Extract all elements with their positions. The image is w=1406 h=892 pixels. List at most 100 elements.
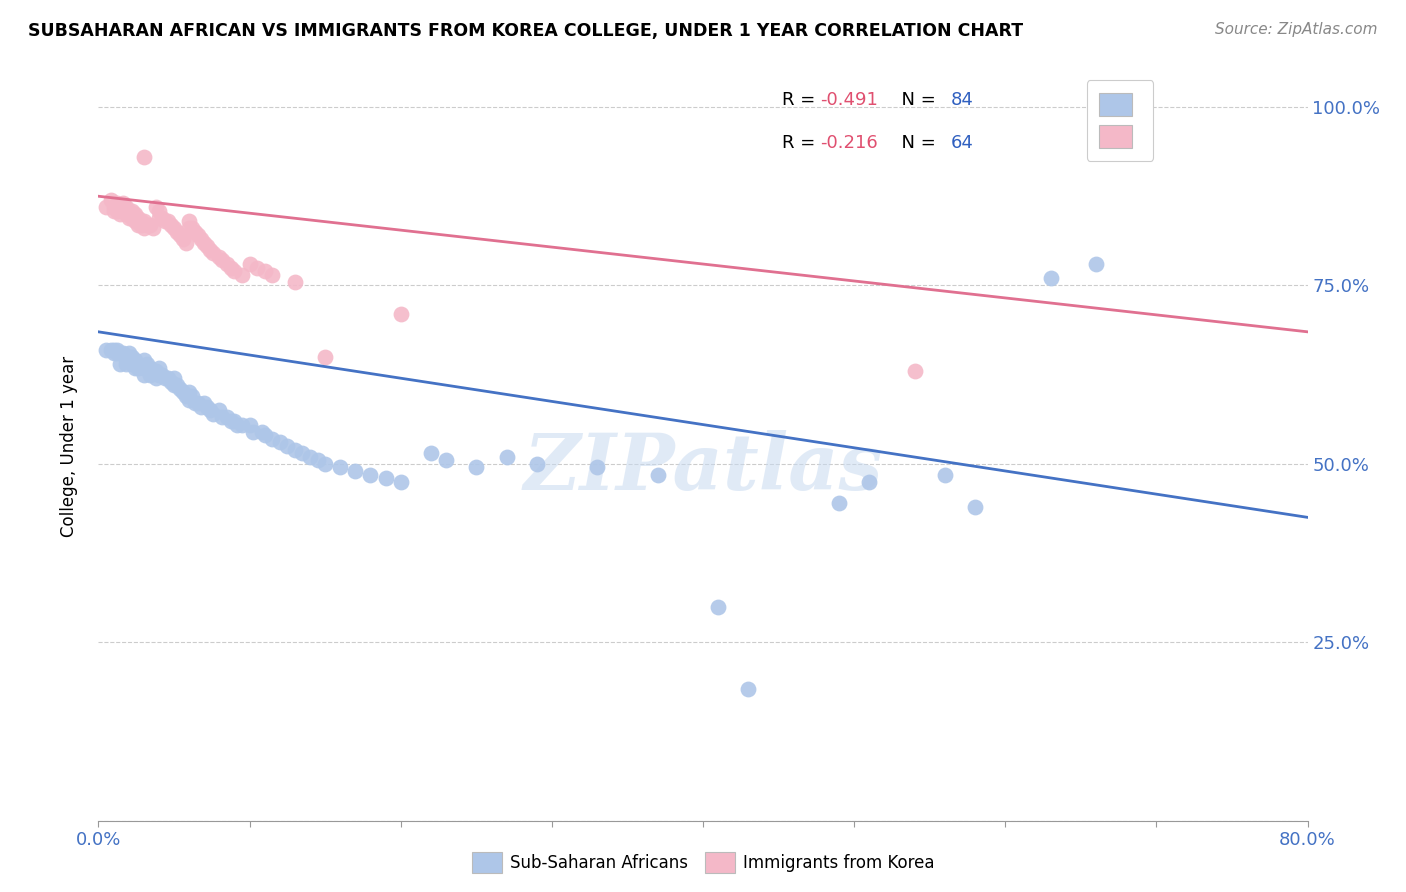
Point xyxy=(1085,257,1108,271)
Point xyxy=(132,360,155,375)
Point xyxy=(129,214,152,228)
Point xyxy=(121,350,143,364)
Point xyxy=(153,371,176,385)
Point xyxy=(139,360,162,375)
Point xyxy=(179,214,201,228)
Point xyxy=(184,225,207,239)
Point xyxy=(211,410,233,425)
Point xyxy=(94,200,117,214)
Point xyxy=(195,400,218,414)
Point xyxy=(314,350,336,364)
Point xyxy=(858,475,880,489)
Point xyxy=(166,378,188,392)
Point xyxy=(142,364,165,378)
Point xyxy=(108,200,131,214)
Point xyxy=(465,460,488,475)
Text: R =: R = xyxy=(782,91,821,109)
Point xyxy=(100,343,122,357)
Point xyxy=(374,471,396,485)
Point xyxy=(124,207,146,221)
Point xyxy=(163,371,186,385)
Y-axis label: College, Under 1 year: College, Under 1 year xyxy=(59,355,77,537)
Point xyxy=(314,457,336,471)
Point xyxy=(114,350,136,364)
Point xyxy=(132,150,155,164)
Point xyxy=(965,500,987,514)
Text: SUBSAHARAN AFRICAN VS IMMIGRANTS FROM KOREA COLLEGE, UNDER 1 YEAR CORRELATION CH: SUBSAHARAN AFRICAN VS IMMIGRANTS FROM KO… xyxy=(28,22,1024,40)
Point xyxy=(174,389,197,403)
Point xyxy=(103,200,125,214)
Point xyxy=(276,439,298,453)
Point xyxy=(145,200,167,214)
Legend: Sub-Saharan Africans, Immigrants from Korea: Sub-Saharan Africans, Immigrants from Ko… xyxy=(465,846,941,880)
Point xyxy=(118,353,141,368)
Point xyxy=(156,214,179,228)
Text: -0.491: -0.491 xyxy=(820,91,879,109)
Point xyxy=(284,442,307,457)
Point xyxy=(114,207,136,221)
Point xyxy=(934,467,956,482)
Point xyxy=(329,460,352,475)
Point xyxy=(108,357,131,371)
Point xyxy=(181,389,204,403)
Point xyxy=(202,407,225,421)
Point xyxy=(242,425,264,439)
Point xyxy=(420,446,443,460)
Point xyxy=(291,446,314,460)
Point xyxy=(187,228,209,243)
Text: ZIPatlas: ZIPatlas xyxy=(523,430,883,507)
Point xyxy=(828,496,851,510)
Text: N =: N = xyxy=(890,134,942,152)
Point xyxy=(135,218,157,232)
Point xyxy=(156,371,179,385)
Point xyxy=(169,382,191,396)
Point xyxy=(111,346,134,360)
Point xyxy=(215,257,238,271)
Point xyxy=(586,460,609,475)
Point xyxy=(208,250,231,264)
Point xyxy=(221,260,243,275)
Point xyxy=(434,453,457,467)
Point xyxy=(239,257,262,271)
Point xyxy=(111,196,134,211)
Point xyxy=(139,218,162,232)
Point xyxy=(299,450,322,464)
Point xyxy=(148,360,170,375)
Point xyxy=(904,364,927,378)
Point xyxy=(160,375,183,389)
Point xyxy=(200,403,222,417)
Point xyxy=(239,417,262,432)
Point xyxy=(103,203,125,218)
Point xyxy=(193,235,215,250)
Point xyxy=(344,464,367,478)
Point xyxy=(389,475,412,489)
Point xyxy=(231,268,253,282)
Point xyxy=(129,218,152,232)
Text: 64: 64 xyxy=(950,134,974,152)
Point xyxy=(262,432,284,446)
Text: N =: N = xyxy=(890,91,942,109)
Point xyxy=(262,268,284,282)
Point xyxy=(495,450,517,464)
Point xyxy=(221,414,243,428)
Text: Source: ZipAtlas.com: Source: ZipAtlas.com xyxy=(1215,22,1378,37)
Point xyxy=(195,239,218,253)
Text: -0.216: -0.216 xyxy=(820,134,877,152)
Point xyxy=(127,218,149,232)
Point xyxy=(160,218,183,232)
Point xyxy=(145,371,167,385)
Point xyxy=(142,221,165,235)
Point xyxy=(647,467,669,482)
Point xyxy=(172,385,194,400)
Point xyxy=(184,396,207,410)
Point xyxy=(148,211,170,225)
Point xyxy=(172,232,194,246)
Point xyxy=(253,428,276,442)
Point xyxy=(208,403,231,417)
Point xyxy=(1039,271,1062,285)
Point xyxy=(150,368,173,382)
Point xyxy=(166,225,188,239)
Point xyxy=(190,400,212,414)
Point xyxy=(145,364,167,378)
Point xyxy=(211,253,233,268)
